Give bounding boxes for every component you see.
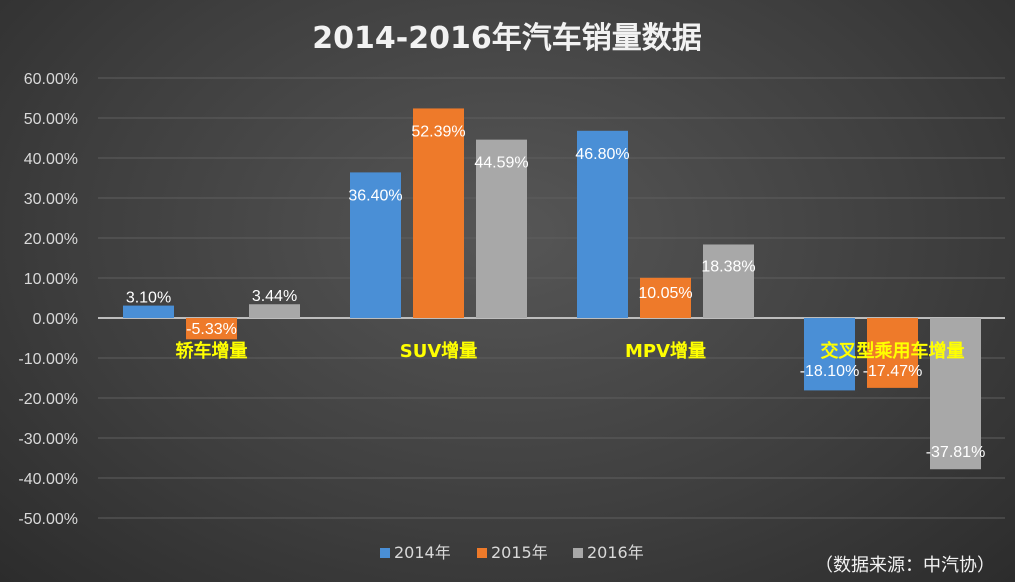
bar <box>577 130 628 318</box>
legend-swatch <box>477 548 487 558</box>
y-tick-label: -40.00% <box>18 471 78 488</box>
y-tick-label: -10.00% <box>18 351 78 368</box>
y-tick-label: -20.00% <box>18 391 78 408</box>
legend-label: 2015年 <box>491 543 548 562</box>
y-tick-label: 10.00% <box>24 271 78 288</box>
legend-label: 2016年 <box>587 543 644 562</box>
data-label: -37.81% <box>926 444 986 461</box>
data-label: 36.40% <box>348 187 402 204</box>
y-tick-label: -50.00% <box>18 511 78 528</box>
y-tick-label: 60.00% <box>24 71 78 88</box>
y-tick-label: 30.00% <box>24 191 78 208</box>
data-label: -18.10% <box>800 363 860 380</box>
bar <box>249 304 300 318</box>
bar <box>476 139 527 318</box>
category-label: 轿车增量 <box>176 340 248 362</box>
data-label: 46.80% <box>575 146 629 163</box>
bar <box>350 172 401 318</box>
y-tick-label: -30.00% <box>18 431 78 448</box>
category-label: MPV增量 <box>625 340 706 362</box>
source-note: （数据来源：中汽协） <box>815 555 995 576</box>
category-label: 交叉型乘用车增量 <box>821 340 965 362</box>
bar <box>930 318 981 470</box>
legend-label: 2014年 <box>394 543 451 562</box>
data-label: 3.44% <box>252 288 297 305</box>
data-label: -17.47% <box>863 363 923 380</box>
bar <box>640 277 691 318</box>
category-label: SUV增量 <box>400 340 478 362</box>
y-tick-label: 40.00% <box>24 151 78 168</box>
bar <box>186 318 237 340</box>
chart-title: 2014-2016年汽车销量数据 <box>312 21 701 56</box>
bar <box>703 244 754 318</box>
y-tick-label: 0.00% <box>33 311 78 328</box>
bar <box>804 318 855 391</box>
legend-swatch <box>380 548 390 558</box>
data-label: 44.59% <box>474 155 528 172</box>
data-label: 10.05% <box>638 285 692 302</box>
y-tick-label: 20.00% <box>24 231 78 248</box>
data-label: -5.33% <box>186 321 237 338</box>
data-label: 18.38% <box>701 258 755 275</box>
bar <box>867 318 918 388</box>
data-label: 3.10% <box>126 290 171 307</box>
y-tick-label: 50.00% <box>24 111 78 128</box>
data-label: 52.39% <box>411 123 465 140</box>
bar <box>413 108 464 318</box>
bar <box>123 305 174 318</box>
legend-swatch <box>573 548 583 558</box>
